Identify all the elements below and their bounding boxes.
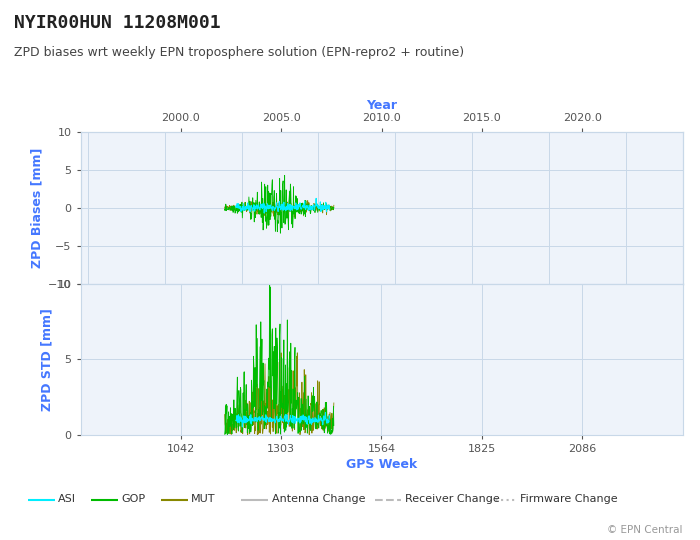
Text: Receiver Change: Receiver Change	[405, 495, 499, 504]
Y-axis label: ZPD STD [mm]: ZPD STD [mm]	[41, 308, 53, 410]
Y-axis label: ZPD Biases [mm]: ZPD Biases [mm]	[31, 148, 44, 268]
Text: GOP: GOP	[121, 495, 145, 504]
Text: MUT: MUT	[191, 495, 216, 504]
Text: ZPD biases wrt weekly EPN troposphere solution (EPN-repro2 + routine): ZPD biases wrt weekly EPN troposphere so…	[14, 46, 464, 59]
X-axis label: Year: Year	[366, 99, 397, 112]
Text: © EPN Central: © EPN Central	[607, 524, 682, 535]
Text: NYIR00HUN 11208M001: NYIR00HUN 11208M001	[14, 14, 220, 31]
X-axis label: GPS Week: GPS Week	[346, 458, 417, 471]
Text: Antenna Change: Antenna Change	[272, 495, 365, 504]
Text: Firmware Change: Firmware Change	[520, 495, 617, 504]
Text: ASI: ASI	[58, 495, 76, 504]
